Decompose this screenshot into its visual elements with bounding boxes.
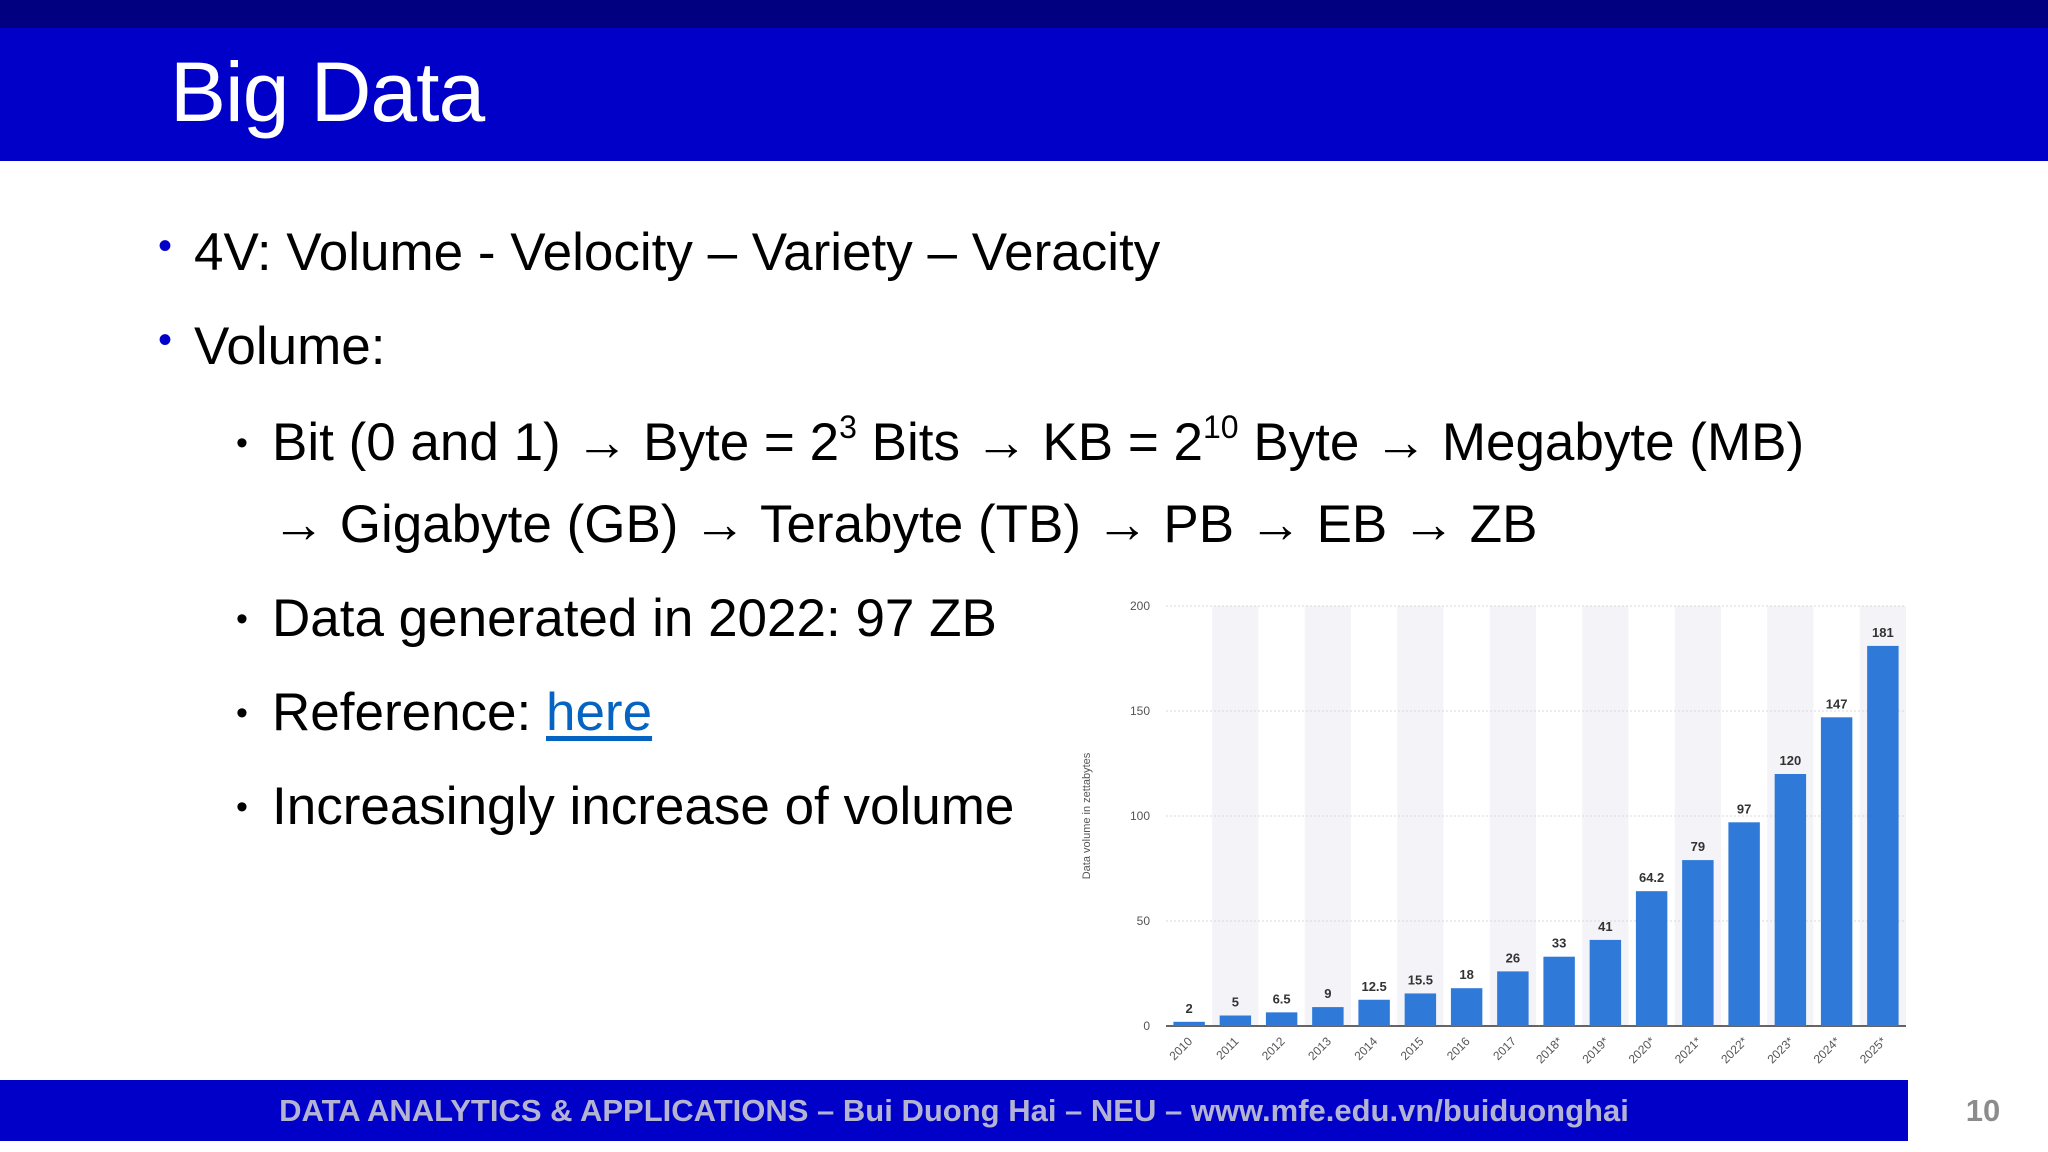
- x-tick-label: 2021*: [1672, 1034, 1704, 1066]
- bullet-increase: • Increasingly increase of volume: [236, 778, 1014, 836]
- bullet-units: • Bit (0 and 1) → Byte = 23 Bits → KB = …: [236, 411, 1805, 472]
- x-tick-label: 2016: [1444, 1034, 1473, 1063]
- bullet-dot: •: [158, 318, 173, 362]
- x-tick-label: 2024*: [1811, 1034, 1843, 1066]
- chart-band: [1397, 606, 1444, 1026]
- units-part-3: Byte → Megabyte (MB): [1238, 413, 1805, 472]
- chart-bar: [1867, 645, 1899, 1026]
- bar-value-label: 12.5: [1361, 979, 1386, 994]
- chart-bar: [1173, 1021, 1205, 1026]
- chart-bar: [1589, 939, 1622, 1026]
- bullet-four-v: • 4V: Volume - Velocity – Variety – Vera…: [158, 224, 1160, 282]
- chart-bar: [1358, 999, 1390, 1026]
- data-volume-bar-chart: 0 50 100 150 200 Data volume in zettabytes 2 20…: [1081, 599, 1906, 1066]
- units-part-1: Bit (0 and 1) → Byte = 2: [272, 413, 840, 472]
- bullet-dot: •: [236, 424, 248, 462]
- bullet-dot: •: [158, 224, 173, 268]
- x-tick-label: 2010: [1166, 1034, 1195, 1063]
- bullet-increase-text: Increasingly increase of volume: [272, 777, 1015, 836]
- chart-bar: [1219, 1015, 1252, 1026]
- footer-text: DATA ANALYTICS & APPLICATIONS – Bui Duon…: [279, 1093, 1629, 1128]
- bullet-generated-text: Data generated in 2022: 97 ZB: [272, 589, 997, 648]
- x-tick-label: 2023*: [1764, 1034, 1796, 1066]
- y-tick-label: 100: [1130, 809, 1150, 823]
- bar-value-label: 147: [1826, 696, 1848, 711]
- bar-value-label: 18: [1459, 967, 1473, 982]
- units-part-2: Bits → KB = 2: [856, 413, 1203, 472]
- x-tick-label: 2015: [1398, 1034, 1427, 1063]
- bullet-generated: • Data generated in 2022: 97 ZB: [236, 590, 997, 648]
- bar-value-label: 120: [1780, 753, 1802, 768]
- title-bar: [0, 28, 2048, 161]
- y-tick-label: 0: [1143, 1019, 1150, 1033]
- bar-value-label: 79: [1691, 839, 1705, 854]
- y-tick-label: 150: [1130, 704, 1150, 718]
- chart-bar: [1312, 1007, 1344, 1026]
- chart-bar: [1450, 988, 1483, 1026]
- chart-bar: [1682, 860, 1714, 1026]
- x-tick-label: 2014: [1351, 1034, 1380, 1063]
- chart-bar: [1820, 717, 1853, 1026]
- bullet-dot: •: [236, 600, 248, 638]
- x-tick-label: 2020*: [1626, 1034, 1658, 1066]
- bar-value-label: 181: [1872, 625, 1894, 640]
- bullet-reference-text: Reference: here: [272, 684, 652, 742]
- y-axis-title: Data volume in zettabytes: [1081, 752, 1093, 879]
- bullet-dot: •: [236, 694, 248, 732]
- slide-number: 10: [1965, 1093, 2001, 1128]
- chart-bar: [1265, 1012, 1298, 1026]
- x-tick-label: 2018*: [1533, 1034, 1565, 1066]
- bullet-four-v-text: 4V: Volume - Velocity – Variety – Veraci…: [194, 223, 1161, 282]
- chart-bar: [1543, 956, 1575, 1026]
- x-tick-label: 2013: [1305, 1034, 1334, 1063]
- bullet-dot: •: [236, 788, 248, 826]
- bullet-units-text: Bit (0 and 1) → Byte = 23 Bits → KB = 21…: [272, 411, 1805, 472]
- bar-value-label: 26: [1506, 950, 1520, 965]
- x-tick-label: 2012: [1259, 1034, 1288, 1063]
- reference-link[interactable]: here: [545, 683, 653, 742]
- units-exp-1: 3: [839, 409, 857, 445]
- bullet-units-continuation: → Gigabyte (GB) → Terabyte (TB) → PB → E…: [272, 495, 1538, 554]
- x-tick-label: 2025*: [1857, 1034, 1889, 1066]
- bullet-volume: • Volume:: [158, 318, 386, 376]
- chart-bar: [1497, 971, 1529, 1026]
- bar-value-label: 15.5: [1408, 972, 1433, 987]
- bar-value-label: 64.2: [1639, 870, 1664, 885]
- chart-band: [1489, 606, 1536, 1026]
- chart-bar: [1404, 993, 1437, 1026]
- bar-value-label: 33: [1552, 936, 1566, 951]
- reference-prefix: Reference:: [272, 683, 546, 742]
- chart-bar: [1635, 891, 1668, 1026]
- x-tick-label: 2022*: [1718, 1034, 1750, 1066]
- bar-value-label: 5: [1232, 995, 1239, 1010]
- slide-title: Big Data: [170, 45, 485, 139]
- x-tick-label: 2019*: [1579, 1034, 1611, 1066]
- y-tick-label: 50: [1137, 914, 1151, 928]
- bullet-volume-text: Volume:: [194, 317, 386, 376]
- x-tick-label: 2011: [1213, 1034, 1241, 1062]
- bar-value-label: 9: [1324, 986, 1331, 1001]
- bar-value-label: 97: [1737, 801, 1751, 816]
- top-strip: [0, 0, 2048, 28]
- bar-value-label: 2: [1186, 1001, 1193, 1016]
- x-tick-label: 2017: [1490, 1034, 1519, 1063]
- chart-bar: [1774, 774, 1807, 1026]
- footer-bar: DATA ANALYTICS & APPLICATIONS – Bui Duon…: [0, 1080, 1908, 1141]
- units-exp-2: 10: [1203, 409, 1239, 445]
- chart-bar: [1728, 822, 1760, 1026]
- y-tick-label: 200: [1130, 599, 1150, 613]
- bullet-reference: • Reference: here: [236, 684, 652, 742]
- bar-value-label: 6.5: [1273, 991, 1291, 1006]
- bar-value-label: 41: [1598, 919, 1612, 934]
